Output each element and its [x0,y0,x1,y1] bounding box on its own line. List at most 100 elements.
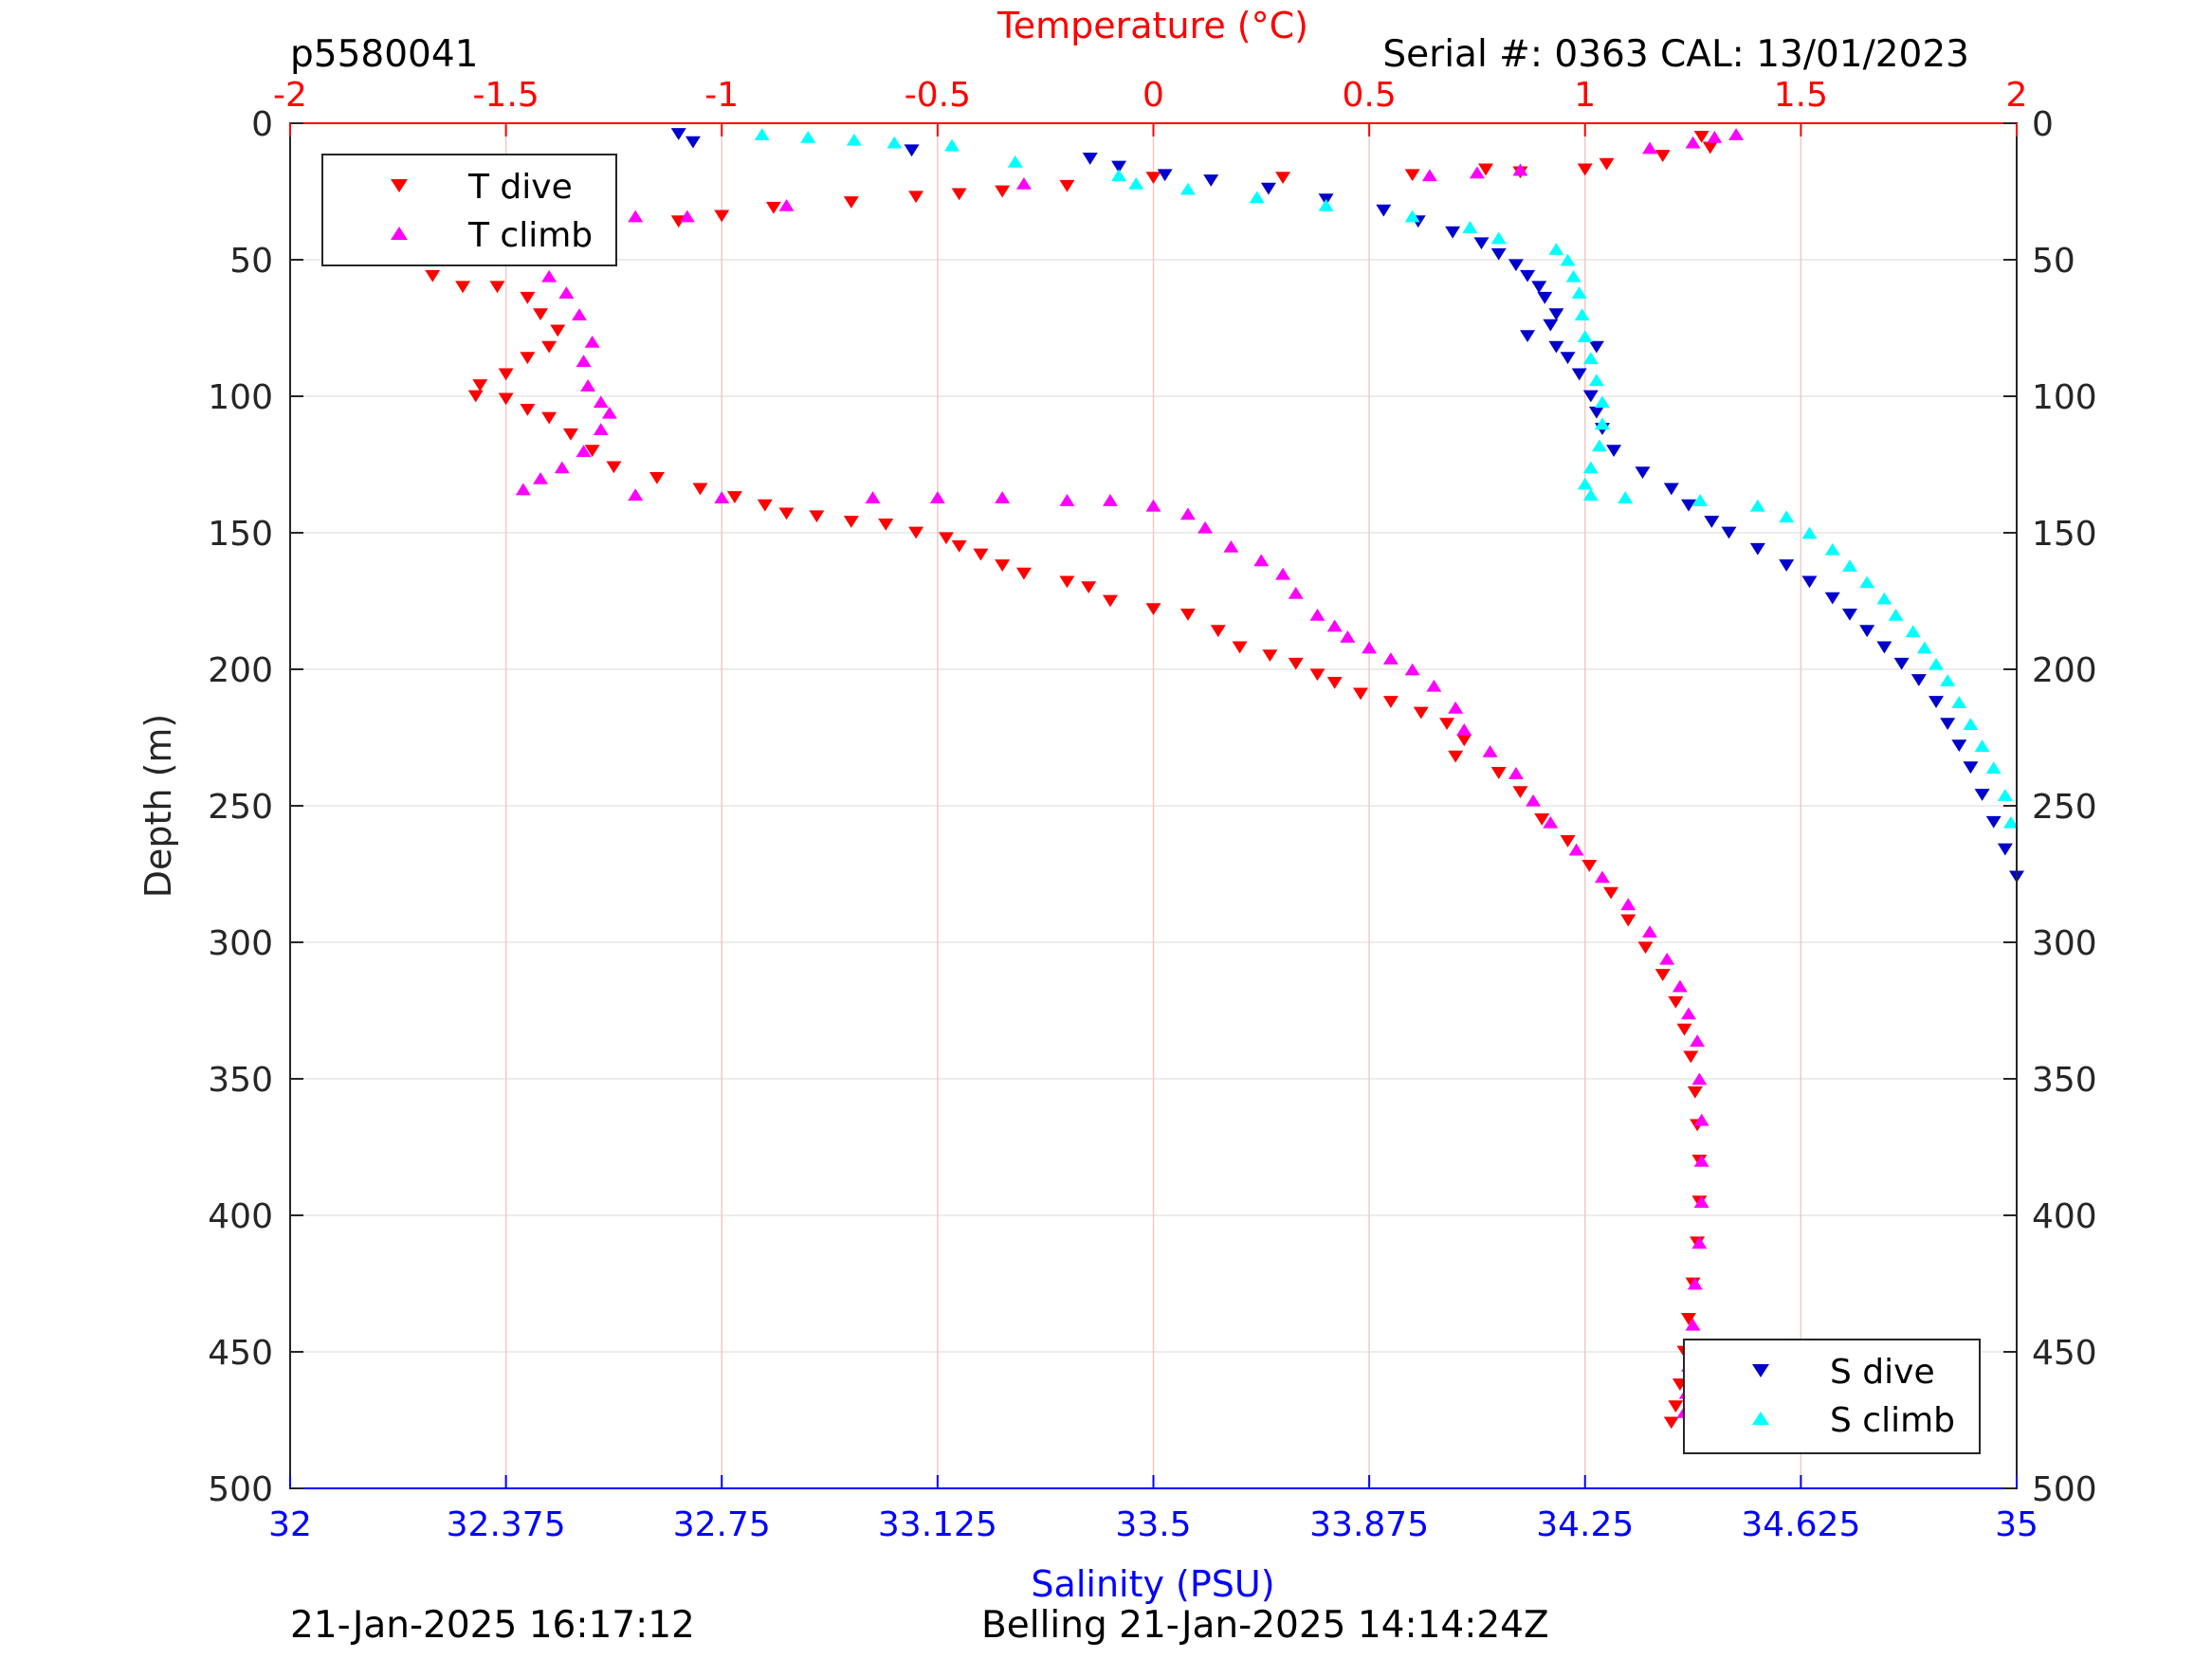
depth-tick-label-right: 350 [2032,1061,2097,1100]
data-point [846,133,862,146]
data-point [995,491,1011,503]
data-point [562,428,578,441]
data-point [1059,575,1075,589]
data-point [1749,499,1765,512]
data-point [584,336,600,348]
salinity-tick-label: 32 [268,1505,312,1544]
salinity-axis-label: Salinity (PSU) [1031,1563,1274,1605]
temperature-tick-label: 0 [1143,76,1164,115]
data-point [908,526,924,539]
data-point [1543,319,1559,332]
depth-tick-label-right: 150 [2032,515,2097,554]
data-point [1779,510,1795,523]
data-point [628,488,644,501]
data-point [580,379,596,392]
data-point [1974,739,1990,753]
data-point [778,199,795,211]
data-point [1353,687,1369,701]
data-point [1779,559,1795,572]
data-point [1362,641,1378,654]
data-point [1448,750,1464,763]
data-point [1997,843,2013,856]
salinity-tick-label: 34.25 [1536,1505,1634,1544]
data-point [649,472,665,484]
data-point [1508,259,1524,272]
depth-tick-label-right: 250 [2032,788,2097,827]
data-point [757,499,773,512]
data-point [1577,330,1593,343]
depth-axis-label: Depth (m) [137,714,179,899]
data-point [1482,745,1498,757]
data-point [1963,718,1979,730]
data-point [1687,1086,1703,1099]
data-point [1232,641,1248,654]
data-point [1548,243,1564,255]
data-point [692,483,708,496]
data-point [1326,677,1343,689]
data-point [467,390,484,403]
data-point [714,491,730,503]
data-point [1111,160,1127,173]
data-point [1672,979,1688,993]
data-point [1568,843,1584,856]
data-point [1340,630,1356,643]
depth-tick-label-left: 350 [208,1061,273,1100]
data-point [1974,789,1990,801]
data-point [908,191,924,204]
data-point [938,532,954,545]
data-point [1642,925,1658,938]
data-point [1081,581,1097,593]
temperature-tick-label: 1.5 [1774,76,1828,115]
depth-tick-label-left: 300 [208,924,273,963]
data-point [1262,649,1278,662]
depth-tick-label-right: 500 [2032,1470,2097,1509]
data-point [1577,477,1593,490]
data-point [1082,153,1098,165]
data-point [1490,231,1507,245]
data-point [520,404,536,416]
data-point [929,491,945,503]
data-point [1668,995,1684,1009]
data-point [1951,739,1967,753]
data-point [541,340,558,354]
data-point [1288,657,1304,670]
data-point [1456,734,1472,747]
temperature-tick-label: 1 [1574,76,1596,115]
data-point [1548,308,1564,320]
data-point [1404,663,1420,676]
data-point [1588,406,1604,419]
depth-tick-label-right: 200 [2032,651,2097,690]
data-point [1145,603,1161,616]
data-point [1382,652,1398,665]
data-point [1659,952,1675,965]
temperature-tick-label: -0.5 [905,76,971,115]
data-point [1692,494,1709,506]
data-point [1663,483,1679,496]
data-point [1309,668,1325,682]
data-point [1940,674,1956,686]
data-point [628,210,644,223]
data-point [1704,516,1720,528]
data-point [1594,395,1610,409]
data-point [498,392,514,406]
data-point [1642,141,1658,155]
profile-id: p5580041 [290,33,478,76]
data-point [1691,1072,1708,1085]
depth-tick-label-right: 300 [2032,924,2097,963]
depth-tick-label-left: 50 [229,242,273,281]
salinity-tick-label: 33.5 [1115,1505,1191,1544]
data-point [558,286,575,299]
data-point [1749,542,1765,556]
legend-t-dive-marker [391,179,408,192]
data-point [606,461,622,474]
data-point [1526,793,1542,807]
data-point [1654,969,1671,981]
data-point [1997,789,2013,801]
temperature-tick-label: -2 [273,76,307,115]
salinity-tick-label: 35 [1995,1505,2038,1544]
data-point [1929,696,1945,708]
data-point [1404,210,1420,223]
data-point [472,379,488,392]
data-point [1015,567,1032,580]
data-point [1426,679,1442,692]
